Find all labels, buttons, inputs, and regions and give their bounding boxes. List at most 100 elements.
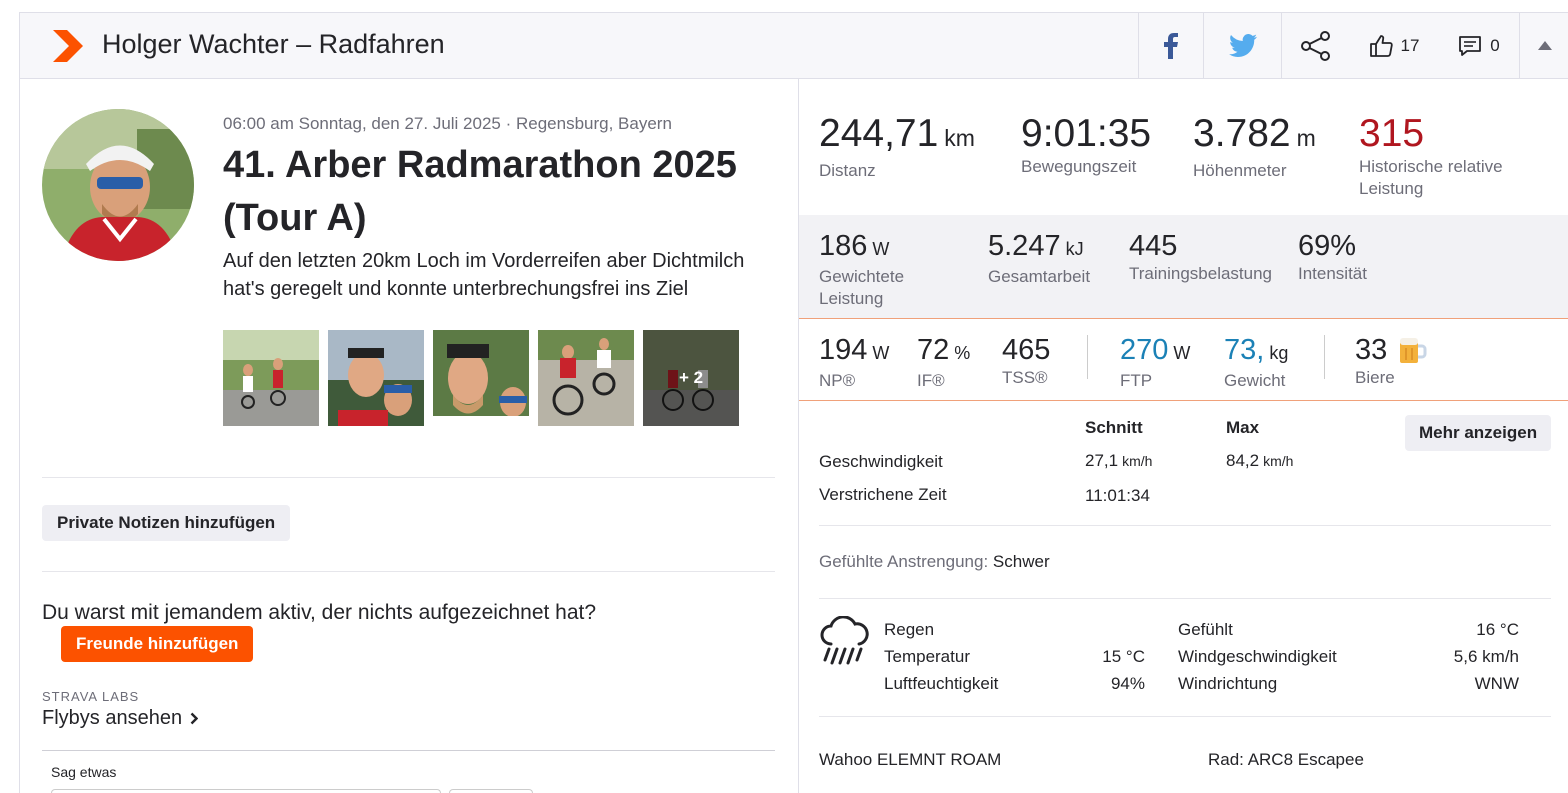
comment-submit-button[interactable] [449,789,533,793]
stat-relative-effort[interactable]: 315 Historische relative Leistung [1359,112,1539,200]
feels-like-value: 16 °C [1476,620,1519,639]
stat-unit: W [1173,343,1191,363]
stat-value: 465 [1002,334,1051,366]
stat-unit: W [872,343,890,363]
photo-thumbnail-more[interactable]: + 2 [643,330,739,426]
device-name: Wahoo ELEMNT ROAM [819,750,1002,769]
stat-label: FTP [1120,371,1153,390]
stat-label: Intensität [1298,264,1367,283]
stat-value: 9:01:35 [1021,112,1152,155]
stat-label: Gewichtete Leistung [819,267,905,308]
stat-value: 33 [1355,334,1388,366]
speed-avg: 27,1 km/h [1085,451,1152,471]
kudos-count: 17 [1400,35,1420,55]
stat-label: TSS® [1002,368,1048,387]
activity-summary-panel: 06:00 am Sonntag, den 27. Juli 2025 · Re… [19,79,798,793]
stat-unit: % [954,343,971,363]
share-icon [1300,30,1330,61]
untracked-partner-prompt: Du warst mit jemandem aktiv, der nichts … [42,601,597,624]
stat-ftp[interactable]: 270 W FTP [1120,333,1190,392]
activity-stats-panel: 244,71 km Distanz 9:01:35 Bewegungszeit 3… [798,79,1568,793]
rain-cloud-icon [820,616,869,665]
stat-label: Historische relative Leistung [1359,157,1503,198]
stat-label: Distanz [819,161,876,180]
comment-input[interactable] [51,789,441,793]
stat-weight[interactable]: 73, kg Gewicht [1224,333,1288,392]
stat-value: 3.782 [1193,112,1291,155]
share-twitter-button[interactable] [1203,13,1281,78]
temperature-value: 15 °C [1102,647,1145,666]
wind-speed-label: Windgeschwindigkeit [1178,647,1337,666]
flybys-link-label: Flybys ansehen [42,707,183,729]
stat-weighted-power: 186 W Gewichtete Leistung [819,229,959,310]
perceived-exertion: Gefühlte Anstrengung: Schwer [819,552,1050,572]
wind-direction-value: WNW [1474,674,1519,693]
flybys-link[interactable]: Flybys ansehen [42,707,199,730]
stat-label: NP® [819,371,856,390]
stat-value: 69% [1298,230,1357,262]
stat-value: 244,71 [819,112,939,155]
photo-thumbnail[interactable] [538,330,634,426]
column-header-max: Max [1226,418,1260,437]
stat-label: Bewegungszeit [1021,157,1137,176]
speed-max-value: 84,2 [1226,451,1260,470]
beer-icon [1400,338,1427,363]
divider [819,716,1551,717]
caret-up-icon [1537,41,1552,50]
share-facebook-button[interactable] [1138,13,1203,78]
add-private-notes-button[interactable]: Private Notizen hinzufügen [42,505,291,541]
stat-if: 72% IF® [917,333,970,392]
facebook-icon [1164,32,1178,59]
column-header-avg: Schnitt [1085,418,1143,437]
bike-name[interactable]: Rad: ARC8 Escapee [1208,750,1364,769]
humidity-value: 94% [1110,674,1145,693]
stat-elevation: 3.782 m Höhenmeter [1193,112,1316,182]
perceived-exertion-value: Schwer [992,552,1050,571]
activity-header: Holger Wachter – Radfahren 17 0 [19,12,1568,79]
photo-strip: + 2 [223,330,739,426]
show-more-button[interactable]: Mehr anzeigen [1405,415,1552,451]
photo-thumbnail[interactable] [433,330,529,426]
stat-value: 5.247 [988,230,1061,262]
stat-value: 194 [819,334,868,366]
stat-unit: W [872,239,890,259]
stat-tss: 465 TSS® [1002,333,1050,389]
elapsed-time-value: 11:01:34 [1085,486,1150,505]
stat-training-load: 445 Trainingsbelastung [1129,229,1272,285]
activity-title: 41. Arber Radmarathon 2025 (Tour A) [223,144,737,239]
activity-meta: 06:00 am Sonntag, den 27. Juli 2025 · Re… [223,114,672,133]
comments-button[interactable]: 0 [1439,13,1519,78]
comment-icon [1459,35,1482,56]
stat-label: Gewicht [1224,371,1286,390]
stat-distance: 244,71 km Distanz [819,112,975,182]
stat-value: 315 [1359,112,1425,155]
wind-speed-value: 5,6 km/h [1453,647,1519,666]
avatar[interactable] [42,109,194,261]
stat-unit: m [1296,125,1316,151]
speed-unit: km/h [1263,453,1294,469]
temperature-label: Temperatur [884,647,970,666]
share-button[interactable] [1281,13,1349,78]
stat-beers: 33 Biere [1355,333,1427,389]
photo-thumbnail[interactable] [223,330,319,426]
stat-value: 73, [1224,334,1265,366]
comment-label: Sag etwas [51,764,117,780]
divider [819,598,1551,599]
thumbs-up-icon [1369,34,1393,57]
twitter-icon [1228,34,1257,57]
speed-avg-value: 27,1 [1085,451,1119,470]
top-gap [0,0,1568,12]
divider [42,477,775,478]
add-friends-button[interactable]: Freunde hinzufügen [61,626,254,662]
photo-thumbnail[interactable] [328,330,424,426]
collapse-button[interactable] [1519,13,1568,78]
page-title: Holger Wachter – Radfahren [102,29,445,59]
speed-unit: km/h [1122,453,1153,469]
kudos-button[interactable]: 17 [1349,13,1439,78]
stat-value: 72 [917,334,950,366]
stat-label: Höhenmeter [1193,161,1287,180]
wind-direction-label: Windrichtung [1178,674,1278,693]
stat-total-work: 5.247 kJ Gesamtarbeit [988,229,1090,288]
stat-value: 445 [1129,230,1178,262]
speed-max: 84,2 km/h [1226,451,1293,471]
